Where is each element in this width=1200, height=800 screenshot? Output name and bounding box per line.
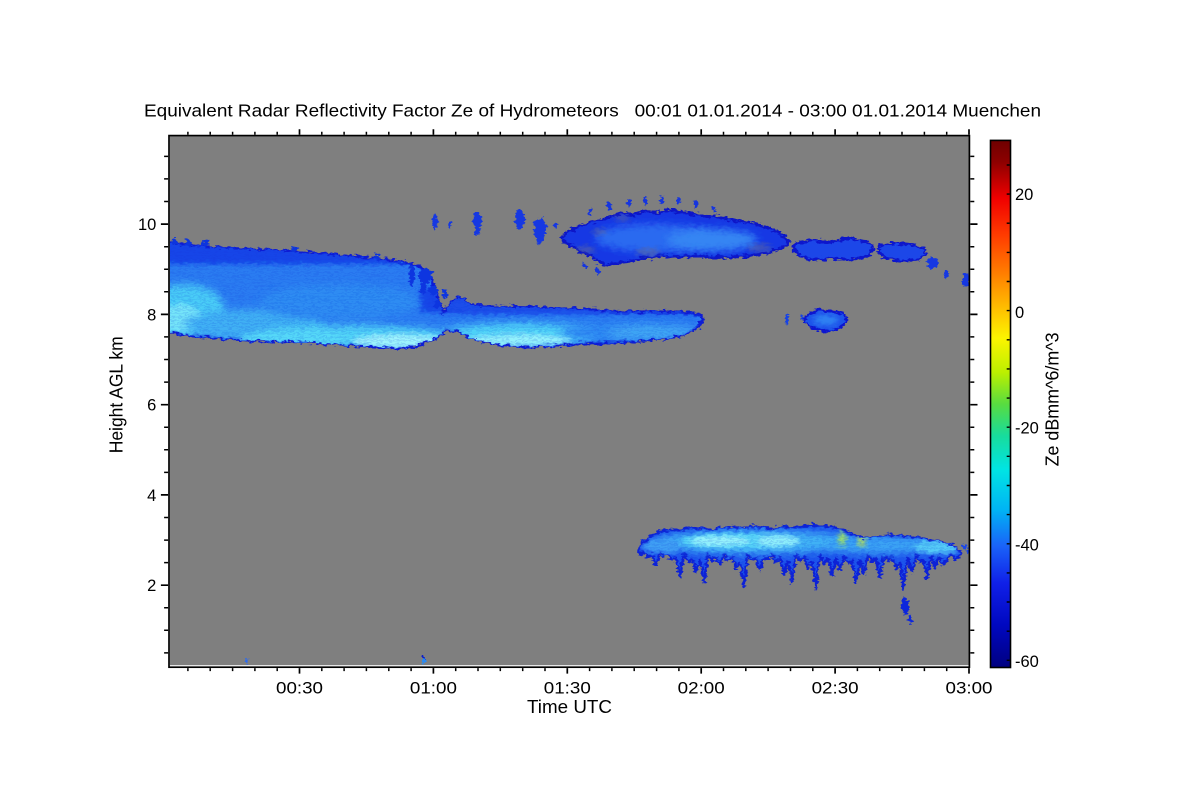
svg-text:Height AGL km: Height AGL km — [106, 336, 127, 453]
svg-text:03:00: 03:00 — [946, 680, 993, 698]
svg-text:-60: -60 — [1015, 653, 1039, 671]
svg-text:10: 10 — [138, 216, 156, 234]
svg-text:20: 20 — [1015, 186, 1033, 204]
svg-text:Ze dBmm^6/m^3: Ze dBmm^6/m^3 — [1042, 332, 1063, 466]
svg-text:0: 0 — [1015, 304, 1024, 322]
svg-text:Time UTC: Time UTC — [527, 696, 612, 717]
svg-text:00:30: 00:30 — [276, 680, 323, 698]
svg-text:01:00: 01:00 — [410, 680, 457, 698]
svg-text:-20: -20 — [1015, 420, 1039, 438]
svg-text:4: 4 — [147, 487, 156, 505]
svg-text:2: 2 — [147, 577, 156, 595]
svg-text:Equivalent Radar Reflectivity: Equivalent Radar Reflectivity Factor Ze … — [144, 100, 1041, 120]
svg-text:01:30: 01:30 — [544, 680, 591, 698]
svg-text:6: 6 — [147, 397, 156, 415]
svg-text:-40: -40 — [1015, 536, 1039, 554]
svg-text:8: 8 — [147, 306, 156, 324]
svg-text:02:30: 02:30 — [812, 680, 859, 698]
svg-text:02:00: 02:00 — [678, 680, 725, 698]
